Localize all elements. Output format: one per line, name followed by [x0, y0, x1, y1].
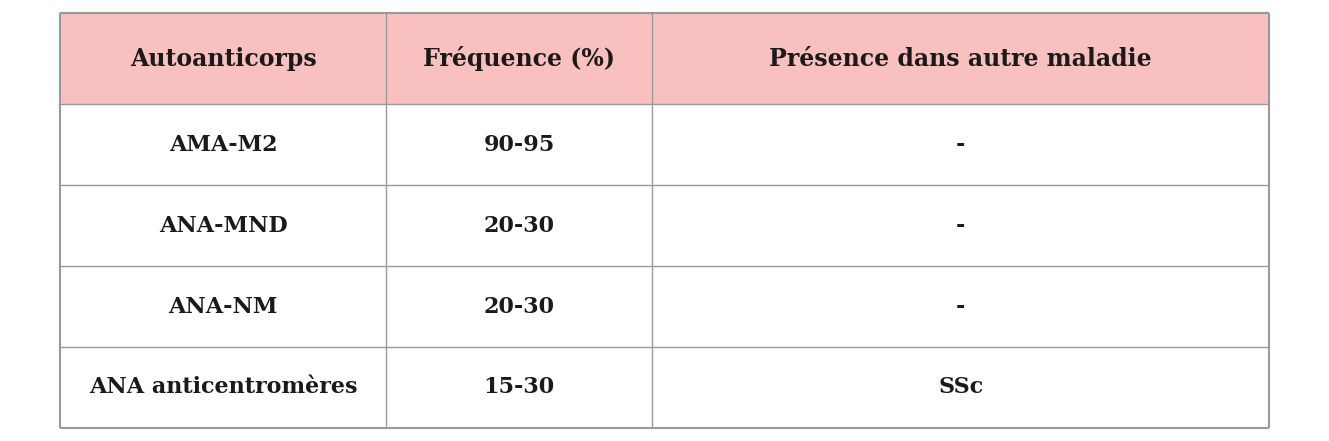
Bar [387, 347, 653, 428]
Bar [60, 105, 387, 185]
Text: -: - [956, 134, 965, 156]
Text: ANA-MND: ANA-MND [158, 215, 287, 237]
Text: 20-30: 20-30 [484, 295, 556, 318]
Bar [653, 13, 1269, 105]
Bar [653, 185, 1269, 266]
Text: 20-30: 20-30 [484, 215, 556, 237]
Bar [60, 266, 387, 347]
Text: ANA anticentromères: ANA anticentromères [89, 376, 358, 398]
Text: AMA-M2: AMA-M2 [169, 134, 278, 156]
Bar [60, 13, 387, 105]
Text: ANA-NM: ANA-NM [169, 295, 278, 318]
Text: Présence dans autre maladie: Présence dans autre maladie [769, 47, 1152, 71]
Text: -: - [956, 215, 965, 237]
Bar [387, 105, 653, 185]
Bar [653, 347, 1269, 428]
Bar [60, 185, 387, 266]
Bar [387, 185, 653, 266]
Text: 15-30: 15-30 [484, 376, 556, 398]
Bar [653, 266, 1269, 347]
Text: SSc: SSc [938, 376, 983, 398]
Text: Fréquence (%): Fréquence (%) [424, 46, 615, 71]
Text: Autoanticorps: Autoanticorps [130, 47, 316, 71]
Bar [387, 13, 653, 105]
Bar [387, 266, 653, 347]
Text: 90-95: 90-95 [484, 134, 556, 156]
Bar [60, 347, 387, 428]
Text: -: - [956, 295, 965, 318]
Bar [653, 105, 1269, 185]
